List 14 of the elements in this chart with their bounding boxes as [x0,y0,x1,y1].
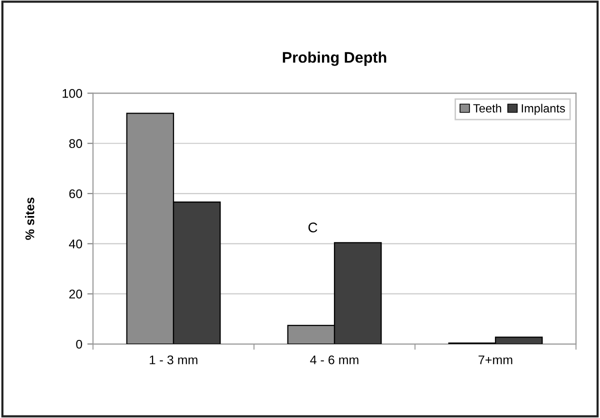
y-tick-label: 80 [69,139,82,148]
y-tick-label: 40 [68,239,82,248]
y-tick-label: 20 [69,290,82,299]
y-tick-label: 60 [69,189,82,198]
legend-label: Implants [522,104,565,115]
x-tick-label: 7+mm [478,356,512,364]
legend-label: Teeth [473,104,502,113]
x-tick-label: 4 - 6 mm [310,355,358,364]
y-tick-label: 0 [76,340,82,349]
chart-title: Probing Depth [282,52,386,66]
x-tick-label: 1 - 3 mm [150,355,198,364]
y-axis-title: % sites [25,198,34,240]
y-tick-label: 100 [62,89,82,98]
annotation: C [308,222,318,232]
